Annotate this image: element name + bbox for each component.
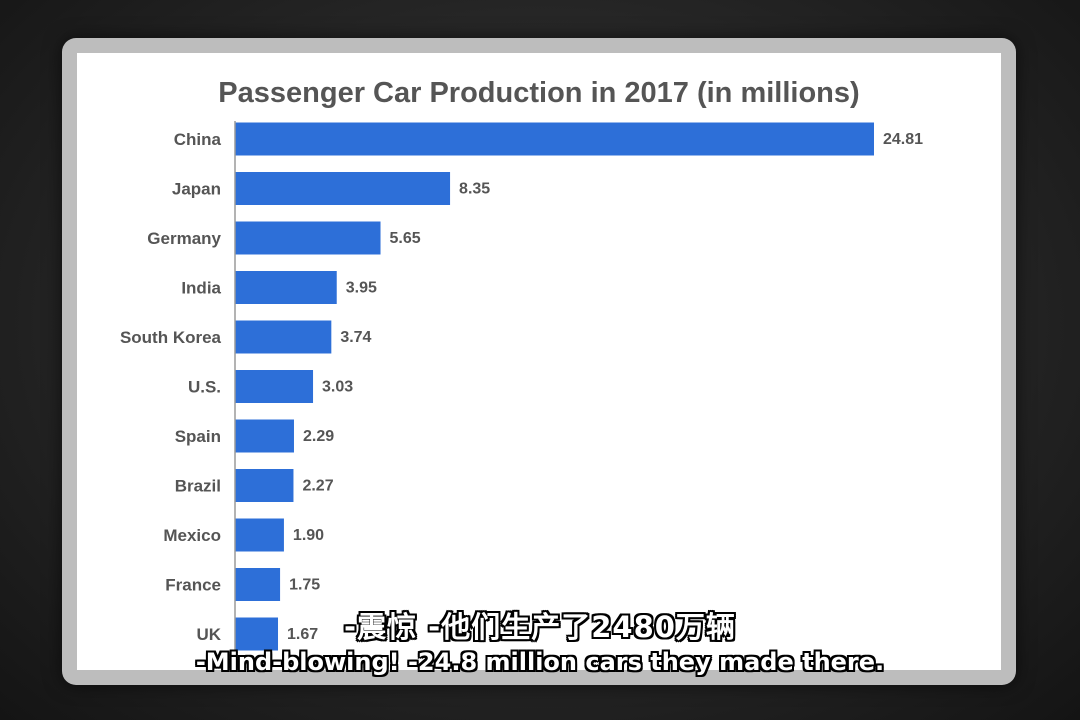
bar <box>235 271 337 304</box>
bar <box>235 172 451 205</box>
bar <box>235 617 279 651</box>
bar-chart: China 24.81 Japan 8.35 Germany 5.65 India 3.95 S… <box>120 121 923 670</box>
bar <box>235 221 381 255</box>
value-label: 3.95 <box>346 280 377 297</box>
category-label: Spain <box>175 427 221 446</box>
bar <box>235 122 874 156</box>
category-label: South Korea <box>120 328 222 347</box>
category-label: Mexico <box>163 526 221 545</box>
value-label: 3.74 <box>340 329 371 346</box>
category-label: Japan <box>172 180 221 199</box>
bar <box>235 469 294 502</box>
chart-title: Passenger Car Production in 2017 (in mil… <box>218 77 860 109</box>
bar <box>235 518 284 552</box>
chart-panel: Passenger Car Production in 2017 (in mil… <box>77 53 1001 670</box>
category-label: U.S. <box>188 378 221 397</box>
bar <box>235 320 332 354</box>
bar <box>235 419 294 453</box>
value-label: 8.35 <box>459 181 490 198</box>
category-label: Brazil <box>175 477 221 496</box>
bar <box>235 370 314 403</box>
value-label: 24.81 <box>883 131 923 148</box>
category-label: India <box>181 279 221 298</box>
value-label: 3.03 <box>322 379 353 396</box>
chart-frame: Passenger Car Production in 2017 (in mil… <box>62 38 1016 685</box>
category-label: Germany <box>147 229 221 248</box>
subtitle-english: -Mind-blowing! -24.8 million cars they m… <box>195 648 885 676</box>
category-label: France <box>165 576 221 595</box>
category-label: China <box>174 130 222 149</box>
value-label: 5.65 <box>390 230 421 247</box>
value-label: 1.90 <box>293 527 324 544</box>
subtitle-chinese: -震惊 -他们生产了2480万辆 <box>344 610 736 644</box>
value-label: 1.67 <box>287 626 318 643</box>
bars-group: China 24.81 Japan 8.35 Germany 5.65 India 3.95 S… <box>120 122 923 651</box>
value-label: 2.27 <box>302 478 333 495</box>
category-label: UK <box>196 625 221 644</box>
value-label: 1.75 <box>289 577 320 594</box>
value-label: 2.29 <box>303 428 334 445</box>
bar <box>235 568 281 601</box>
